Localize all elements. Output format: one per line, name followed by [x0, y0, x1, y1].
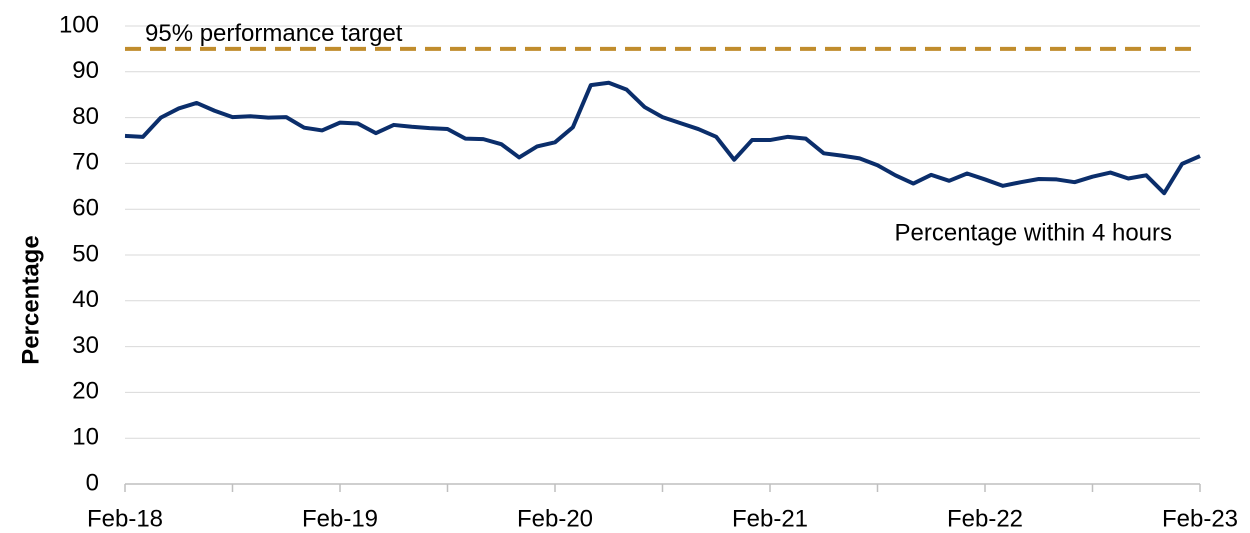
x-tick-label: Feb-22	[947, 505, 1023, 532]
y-tick-label: 30	[72, 332, 99, 359]
y-tick-label: 0	[86, 469, 99, 496]
y-tick-label: 100	[59, 11, 99, 38]
x-tick-label: Feb-21	[732, 505, 808, 532]
y-tick-label: 40	[72, 286, 99, 313]
x-tick-label: Feb-20	[517, 505, 593, 532]
series-line	[124, 80, 1201, 196]
series-label: Percentage within 4 hours	[895, 219, 1173, 246]
y-tick-label: 50	[72, 240, 99, 267]
x-tick-label: Feb-18	[87, 505, 163, 532]
y-tick-label: 70	[72, 149, 99, 176]
x-tick-label: Feb-23	[1162, 505, 1238, 532]
target-label: 95% performance target	[145, 20, 403, 47]
y-axis-label: Percentage	[17, 235, 44, 364]
y-tick-label: 90	[72, 57, 99, 84]
y-tick-label: 10	[72, 424, 99, 451]
y-tick-label: 60	[72, 195, 99, 222]
y-tick-label: 80	[72, 103, 99, 130]
x-tick-label: Feb-19	[302, 505, 378, 532]
y-tick-label: 20	[72, 378, 99, 405]
